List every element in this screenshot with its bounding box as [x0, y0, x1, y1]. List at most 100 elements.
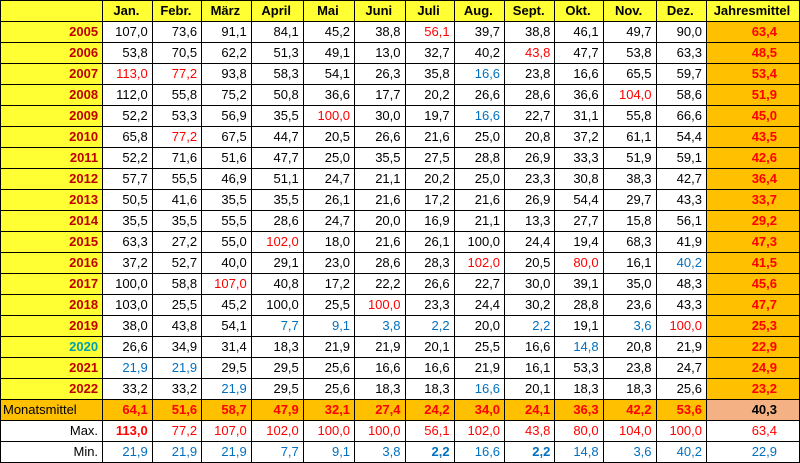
- monthly-value-cell: 58,3: [250, 63, 304, 85]
- monthly-value-cell: 18,3: [404, 378, 455, 400]
- year-row: 2014 35,5 35,5 55,5 28,6 24,7 20,0 16,9 21,1 13,3…: [0, 210, 800, 232]
- year-label-cell: 2017: [0, 273, 104, 295]
- max-value-cell: 43,8: [504, 420, 556, 442]
- annual-mean-header-cell: Jahresmittel: [705, 0, 800, 22]
- monthly-value-cell: 18,0: [302, 231, 356, 253]
- monthly-value-cell: 28,6: [250, 210, 304, 232]
- monthly-value-cell: 43,3: [655, 294, 707, 316]
- year-row: 2013 50,5 41,6 35,5 35,5 26,1 21,6 17,2 21,6 26,9…: [0, 189, 800, 211]
- year-row: 2015 63,3 27,2 55,0 102,0 18,0 21,6 26,1 100,0 24…: [0, 231, 800, 253]
- monthly-value-cell: 61,1: [602, 126, 657, 148]
- max-value-cell: 56,1: [404, 420, 455, 442]
- monthly-mean-cell: 32,1: [302, 399, 356, 421]
- annual-mean-cell: 24,9: [705, 357, 800, 379]
- year-label-cell: 2005: [0, 21, 104, 43]
- monthly-value-cell: 70,5: [151, 42, 203, 64]
- min-label: Min.: [0, 441, 104, 463]
- monthly-value-cell: 7,7: [250, 315, 304, 337]
- monthly-value-cell: 25,0: [302, 147, 356, 169]
- monthly-value-cell: 50,5: [102, 189, 153, 211]
- year-row: 2010 65,8 77,2 67,5 44,7 20,5 26,6 21,6 25,0 20,8…: [0, 126, 800, 148]
- max-value-cell: 77,2: [151, 420, 203, 442]
- monthly-value-cell: 21,9: [102, 357, 153, 379]
- monthly-value-cell: 26,1: [302, 189, 356, 211]
- monthly-value-cell: 20,0: [354, 210, 406, 232]
- year-row: 2017 100,0 58,8 107,0 40,8 17,2 22,2 26,6 22,7 30…: [0, 273, 800, 295]
- max-value-cell: 107,0: [201, 420, 252, 442]
- annual-mean-cell: 22,9: [705, 336, 800, 358]
- monthly-value-cell: 25,0: [453, 168, 506, 190]
- monthly-value-cell: 80,0: [554, 252, 604, 274]
- monthly-value-cell: 35,5: [201, 189, 252, 211]
- max-value-cell: 100,0: [354, 420, 406, 442]
- monthly-value-cell: 58,8: [151, 273, 203, 295]
- monthly-value-cell: 43,8: [151, 315, 203, 337]
- monthly-value-cell: 52,2: [102, 147, 153, 169]
- monthly-value-cell: 20,5: [302, 126, 356, 148]
- monthly-value-cell: 71,6: [151, 147, 203, 169]
- monthly-value-cell: 68,3: [602, 231, 657, 253]
- monthly-value-cell: 21,6: [354, 189, 406, 211]
- monthly-value-cell: 14,8: [554, 336, 604, 358]
- monthly-value-cell: 21,9: [655, 336, 707, 358]
- monthly-value-cell: 51,1: [250, 168, 304, 190]
- year-row: 2005 107,0 73,6 91,1 84,1 45,2 38,8 56,1 39,7 38,…: [0, 21, 800, 43]
- monthly-value-cell: 18,3: [354, 378, 406, 400]
- monthly-value-cell: 100,0: [102, 273, 153, 295]
- monthly-value-cell: 39,7: [453, 21, 506, 43]
- monthly-value-cell: 35,5: [250, 189, 304, 211]
- monthly-mean-cell: 24,2: [404, 399, 455, 421]
- monthly-value-cell: 16,6: [354, 357, 406, 379]
- monthly-value-cell: 113,0: [102, 63, 153, 85]
- month-header-cell: März: [201, 0, 252, 22]
- monthly-value-cell: 42,7: [655, 168, 707, 190]
- monthly-mean-cell: 36,3: [554, 399, 604, 421]
- year-label-cell: 2012: [0, 168, 104, 190]
- monthly-value-cell: 36,6: [554, 84, 604, 106]
- monthly-value-cell: 23,6: [602, 294, 657, 316]
- monthly-value-cell: 22,7: [453, 273, 506, 295]
- year-label-cell: 2020: [0, 336, 104, 358]
- monthly-value-cell: 51,6: [201, 147, 252, 169]
- monthly-value-cell: 35,0: [602, 273, 657, 295]
- monthly-value-cell: 58,6: [655, 84, 707, 106]
- annual-mean-cell: 47,7: [705, 294, 800, 316]
- max-value-cell: 100,0: [302, 420, 356, 442]
- monthly-value-cell: 16,6: [404, 357, 455, 379]
- monthly-value-cell: 19,1: [554, 315, 604, 337]
- monthly-value-cell: 23,3: [504, 168, 556, 190]
- monthly-value-cell: 21,6: [453, 189, 506, 211]
- monthly-value-cell: 26,9: [504, 147, 556, 169]
- year-row: 2021 21,9 21,9 29,5 29,5 25,6 16,6 16,6 21,9 16,1…: [0, 357, 800, 379]
- monthly-value-cell: 91,1: [201, 21, 252, 43]
- monthly-value-cell: 55,5: [201, 210, 252, 232]
- monthly-value-cell: 16,6: [453, 63, 506, 85]
- monthly-value-cell: 51,9: [602, 147, 657, 169]
- monthly-value-cell: 17,2: [404, 189, 455, 211]
- year-label-cell: 2014: [0, 210, 104, 232]
- monthly-value-cell: 112,0: [102, 84, 153, 106]
- monthly-value-cell: 56,9: [201, 105, 252, 127]
- year-row: 2009 52,2 53,3 56,9 35,5 100,0 30,0 19,7 16,6 22,…: [0, 105, 800, 127]
- annual-mean-cell: 42,6: [705, 147, 800, 169]
- monthly-value-cell: 40,2: [453, 42, 506, 64]
- monthly-value-cell: 17,7: [354, 84, 406, 106]
- monthly-value-cell: 28,8: [554, 294, 604, 316]
- monthly-value-cell: 21,9: [354, 336, 406, 358]
- year-label-cell: 2021: [0, 357, 104, 379]
- monthly-value-cell: 55,8: [151, 84, 203, 106]
- monthly-mean-cell: 64,1: [102, 399, 153, 421]
- monthly-value-cell: 28,3: [404, 252, 455, 274]
- monthly-value-cell: 21,6: [354, 231, 406, 253]
- monthly-value-cell: 23,3: [404, 294, 455, 316]
- annual-mean-cell: 29,2: [705, 210, 800, 232]
- monthly-value-cell: 2,2: [504, 315, 556, 337]
- year-label-cell: 2019: [0, 315, 104, 337]
- monthly-mean-cell: 51,6: [151, 399, 203, 421]
- year-label-cell: 2015: [0, 231, 104, 253]
- monthly-value-cell: 26,6: [453, 84, 506, 106]
- max-row: Max. 113,0 77,2 107,0 102,0 100,0 100,0 56,1 102…: [0, 420, 800, 442]
- monthly-value-cell: 55,8: [602, 105, 657, 127]
